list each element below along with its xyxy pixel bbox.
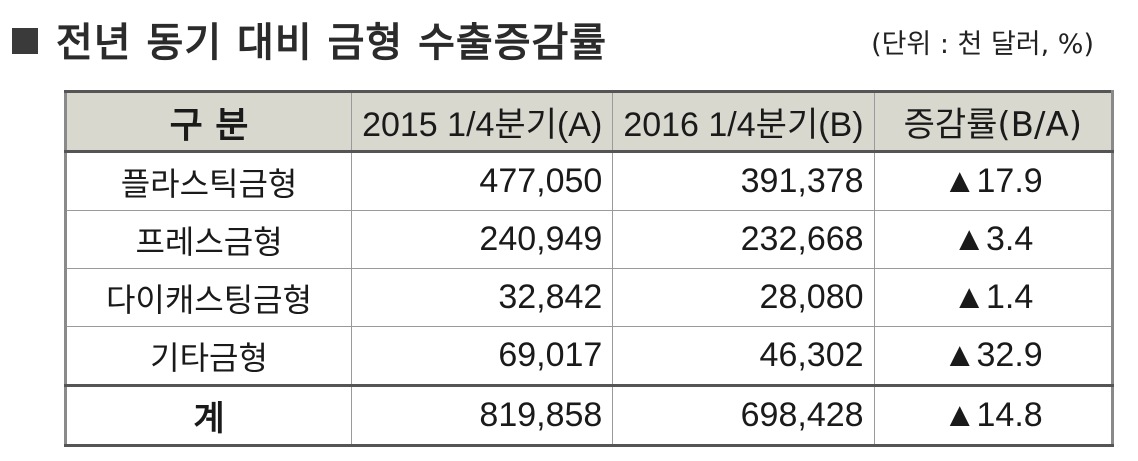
total-label: 계 xyxy=(64,384,353,446)
value-2015: 32,842 xyxy=(351,268,614,327)
value-2016: 46,302 xyxy=(612,326,875,386)
change-rate: ▲3.4 xyxy=(873,210,1114,269)
total-row: 계 819,858 698,428 ▲14.8 xyxy=(64,384,1114,446)
row-category: 다이캐스팅금형 xyxy=(64,268,353,327)
table-header-row: 구 분 2015 1/4분기(A) 2016 1/4분기(B) 증감률(B/A) xyxy=(64,91,1114,153)
column-header-category: 구 분 xyxy=(64,91,353,153)
total-2015: 819,858 xyxy=(351,384,614,446)
value-2016: 232,668 xyxy=(612,210,875,269)
row-category: 프레스금형 xyxy=(64,210,353,269)
value-2016: 28,080 xyxy=(612,268,875,327)
row-category: 기타금형 xyxy=(64,326,353,386)
section-heading: 전년 동기 대비 금형 수출증감률 xyxy=(12,8,607,70)
filled-square-icon xyxy=(12,28,38,54)
unit-note: (단위 : 천 달러, %) xyxy=(871,29,1094,60)
table-row: 프레스금형 240,949 232,668 ▲3.4 xyxy=(64,210,1114,269)
table-row: 다이캐스팅금형 32,842 28,080 ▲1.4 xyxy=(64,268,1114,327)
total-2016: 698,428 xyxy=(612,384,875,446)
change-rate: ▲1.4 xyxy=(873,268,1114,327)
table-row: 기타금형 69,017 46,302 ▲32.9 xyxy=(64,326,1114,386)
change-rate: ▲17.9 xyxy=(873,151,1114,211)
export-change-table: 구 분 2015 1/4분기(A) 2016 1/4분기(B) 증감률(B/A)… xyxy=(64,90,1114,447)
value-2016: 391,378 xyxy=(612,151,875,211)
column-header-change-rate: 증감률(B/A) xyxy=(873,91,1114,153)
value-2015: 240,949 xyxy=(351,210,614,269)
total-change-rate: ▲14.8 xyxy=(873,384,1114,446)
column-header-2015-q1: 2015 1/4분기(A) xyxy=(351,91,614,153)
row-category: 플라스틱금형 xyxy=(64,151,353,211)
value-2015: 69,017 xyxy=(351,326,614,386)
change-rate: ▲32.9 xyxy=(873,326,1114,386)
column-header-2016-q1: 2016 1/4분기(B) xyxy=(612,91,875,153)
page-title: 전년 동기 대비 금형 수출증감률 xyxy=(56,20,608,66)
table-row: 플라스틱금형 477,050 391,378 ▲17.9 xyxy=(64,151,1114,211)
value-2015: 477,050 xyxy=(351,151,614,211)
